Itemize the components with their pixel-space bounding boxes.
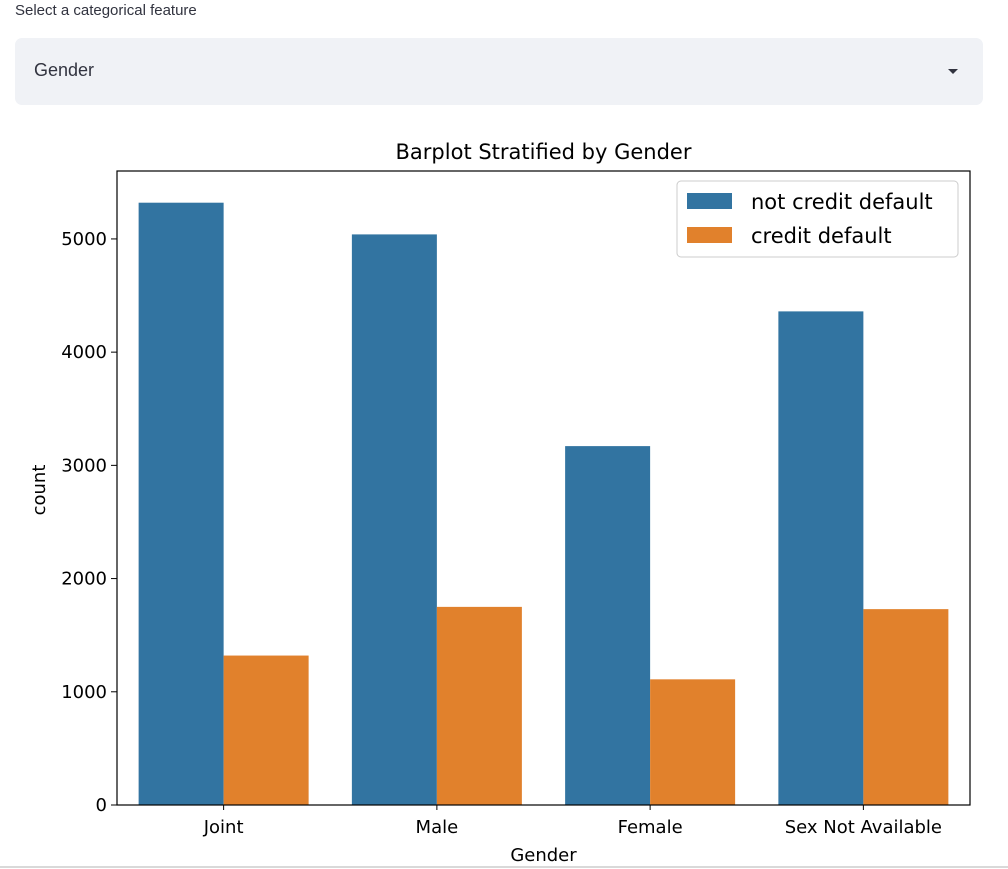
- divider: [0, 866, 1008, 868]
- legend-swatch-1: [687, 227, 732, 243]
- select-label: Select a categorical feature: [15, 2, 197, 19]
- bar-0-2: [565, 446, 651, 805]
- chart-title: Barplot Stratified by Gender: [396, 140, 692, 164]
- plot-frame: [116, 170, 971, 806]
- x-tick-label: Female: [618, 817, 683, 838]
- y-tick-label: 3000: [61, 455, 107, 476]
- y-tick-label: 2000: [61, 569, 107, 590]
- x-axis-label: Gender: [510, 845, 577, 866]
- bar-0-3: [778, 311, 864, 805]
- legend-label-0: not credit default: [751, 190, 933, 214]
- select-value: Gender: [34, 60, 95, 80]
- categorical-feature-select[interactable]: Gender: [15, 38, 983, 105]
- y-tick-label: 4000: [61, 342, 107, 363]
- legend-box: [676, 180, 959, 258]
- y-axis-label: count: [29, 465, 50, 516]
- legend-swatch-0: [687, 193, 732, 209]
- x-tick-label: Sex Not Available: [785, 817, 942, 838]
- bar-0-0: [138, 202, 224, 805]
- y-tick-label: 0: [96, 795, 107, 816]
- y-tick-label: 1000: [61, 682, 107, 703]
- chevron-down-icon[interactable]: [948, 69, 958, 74]
- bar-1-2: [650, 679, 736, 805]
- bar-1-1: [436, 606, 522, 805]
- y-tick-label: 5000: [61, 229, 107, 250]
- barplot-chart: Joint Male Female Sex Not Available 0 1000 200…: [29, 140, 971, 866]
- bar-1-0: [223, 655, 309, 805]
- x-tick-label: Male: [416, 817, 459, 838]
- bar-0-1: [351, 234, 437, 805]
- legend-label-1: credit default: [751, 224, 892, 248]
- bar-1-3: [863, 609, 949, 805]
- x-tick-label: Joint: [203, 817, 244, 838]
